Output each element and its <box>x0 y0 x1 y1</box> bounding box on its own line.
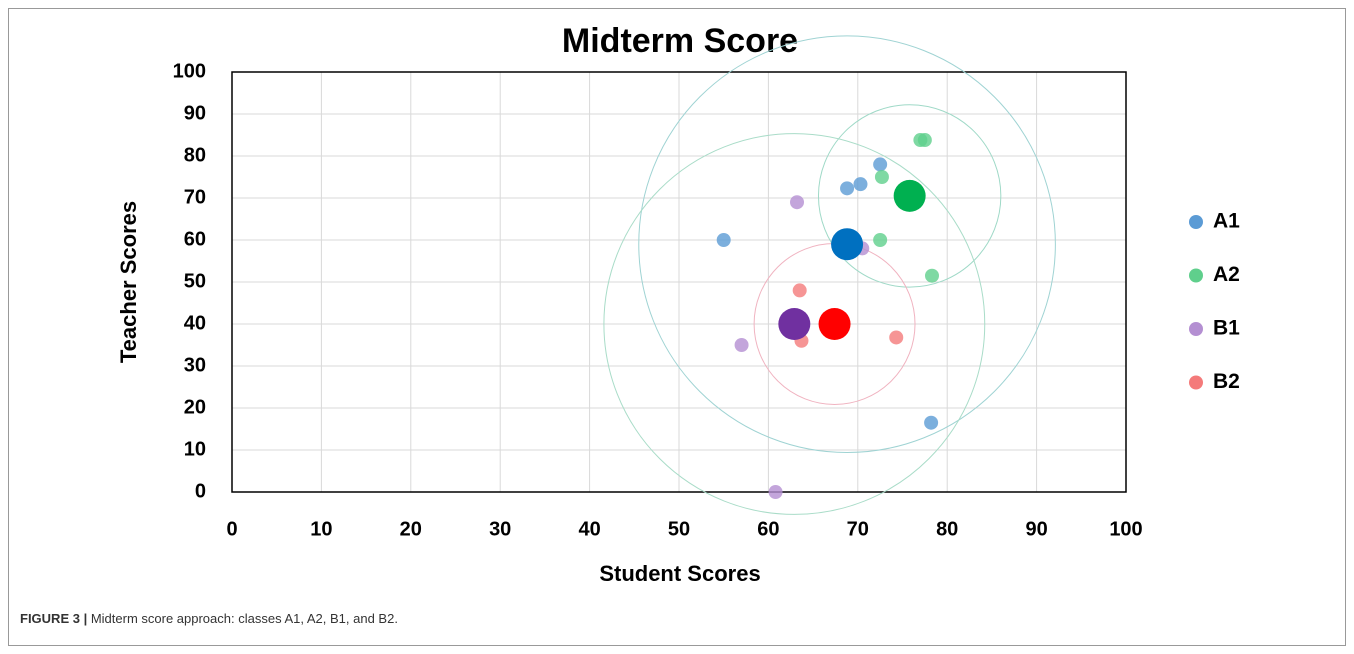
legend-marker <box>1189 322 1203 336</box>
caption-text: Midterm score approach: classes A1, A2, … <box>91 611 398 626</box>
point <box>853 177 868 192</box>
y-tick-label: 20 <box>184 396 206 418</box>
plot-frame <box>231 71 1127 493</box>
point <box>873 157 888 172</box>
legend-label: A2 <box>1213 263 1240 286</box>
y-axis-label: Teacher Scores <box>116 201 141 363</box>
caption-label: FIGURE 3 | <box>20 611 87 626</box>
legend-marker <box>1189 375 1203 390</box>
point <box>917 133 932 148</box>
mean-point <box>831 228 864 261</box>
x-tick-label: 80 <box>936 518 958 540</box>
spread-ring <box>603 133 986 515</box>
x-tick-label: 0 <box>226 518 237 540</box>
caption: FIGURE 3 | Midterm score approach: class… <box>20 611 398 626</box>
y-tick-label: 30 <box>184 354 206 376</box>
point <box>734 338 749 352</box>
spread-ring <box>638 35 1056 454</box>
y-tick-label: 80 <box>184 144 206 166</box>
mean-point <box>893 179 926 212</box>
figure-frame <box>8 8 1346 646</box>
legend-label: B1 <box>1213 317 1240 340</box>
x-tick-label: 30 <box>489 518 511 540</box>
y-tick-label: 60 <box>184 228 206 250</box>
spread-ring <box>817 104 1002 288</box>
y-tick-label: 10 <box>184 438 206 460</box>
point <box>840 181 855 196</box>
x-tick-label: 70 <box>847 518 869 540</box>
legend-label: B2 <box>1213 370 1240 393</box>
point <box>716 233 731 247</box>
x-tick-label: 40 <box>578 518 600 540</box>
legend-marker <box>1189 215 1203 229</box>
point <box>790 195 805 210</box>
point <box>924 415 939 430</box>
y-tick-label: 90 <box>184 102 206 124</box>
point <box>792 283 807 298</box>
point <box>874 170 889 184</box>
y-tick-label: 50 <box>184 270 206 292</box>
mean-point <box>778 308 811 340</box>
legend-marker <box>1189 268 1203 283</box>
x-tick-label: 50 <box>668 518 690 540</box>
x-axis-label: Student Scores <box>599 561 760 586</box>
x-tick-label: 100 <box>1109 518 1142 540</box>
x-tick-label: 60 <box>757 518 779 540</box>
legend-label: A1 <box>1213 210 1240 233</box>
point <box>889 330 904 345</box>
point <box>925 268 940 283</box>
point <box>768 485 783 499</box>
y-tick-label: 70 <box>184 186 206 208</box>
y-tick-label: 0 <box>195 480 206 502</box>
y-tick-label: 40 <box>184 312 206 334</box>
x-tick-label: 90 <box>1025 518 1047 540</box>
point <box>873 233 888 247</box>
y-tick-label: 100 <box>173 60 206 82</box>
chart-title: Midterm Score <box>562 22 798 60</box>
x-tick-label: 10 <box>310 518 332 540</box>
x-tick-label: 20 <box>400 518 422 540</box>
mean-point <box>818 308 851 340</box>
